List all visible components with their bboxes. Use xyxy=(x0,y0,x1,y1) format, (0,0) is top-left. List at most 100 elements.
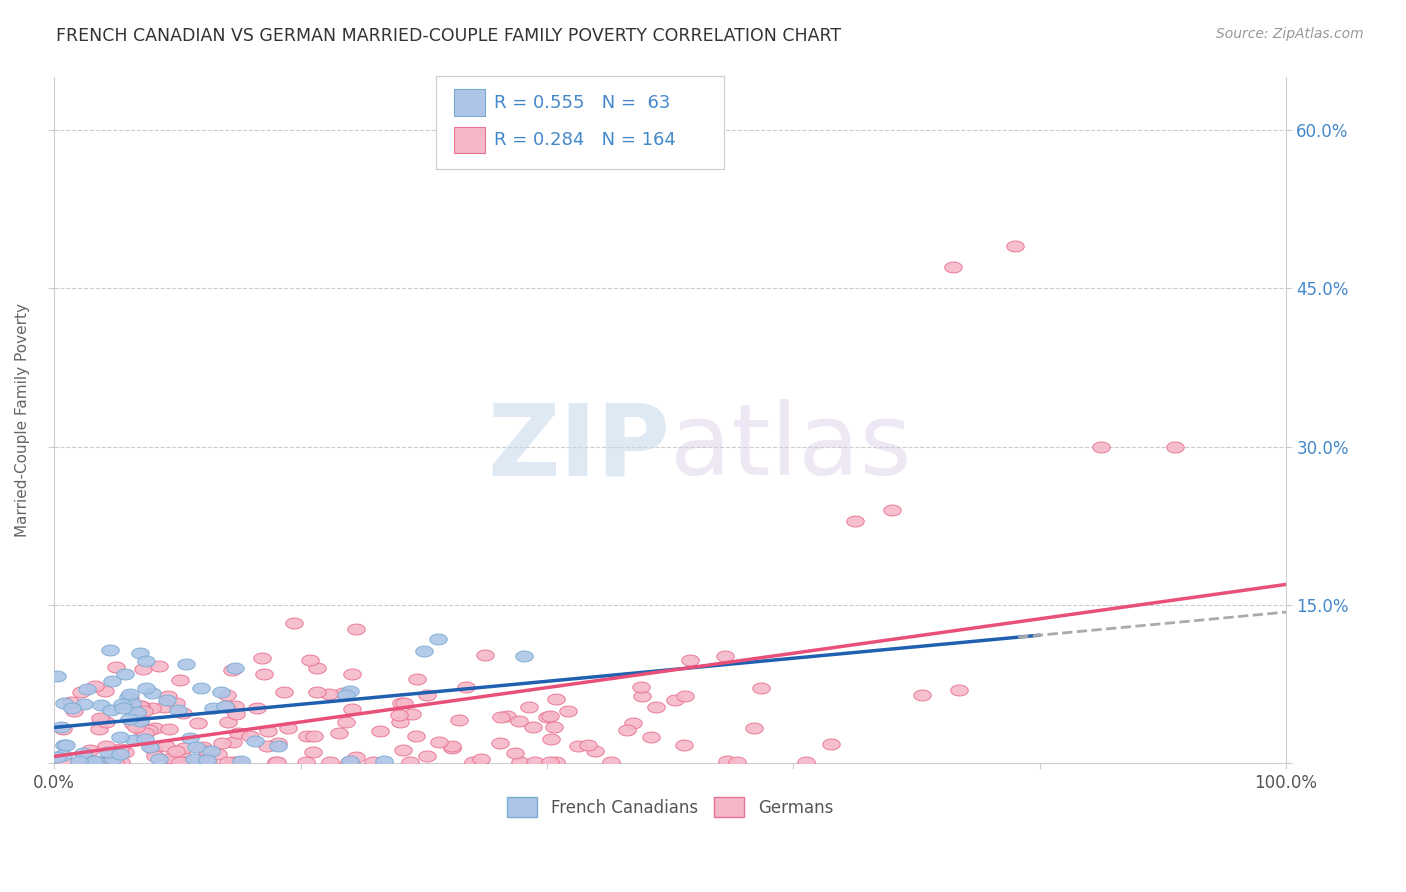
Point xyxy=(135,681,157,695)
Point xyxy=(90,714,112,728)
Point xyxy=(197,755,219,769)
Point xyxy=(97,745,120,759)
Point xyxy=(645,700,668,714)
Point xyxy=(221,663,243,677)
Point xyxy=(121,696,143,710)
Point xyxy=(69,755,91,769)
Point xyxy=(820,737,842,751)
Point xyxy=(224,661,246,675)
Point xyxy=(416,749,439,764)
Point xyxy=(132,704,155,718)
Point xyxy=(557,704,579,718)
Point xyxy=(53,696,76,710)
Point xyxy=(368,724,391,739)
Point xyxy=(948,683,970,698)
Point xyxy=(544,755,567,769)
Point xyxy=(388,707,411,722)
Point xyxy=(76,681,98,696)
Point xyxy=(1004,239,1026,253)
Point xyxy=(224,699,246,714)
Point xyxy=(253,666,276,681)
Point xyxy=(295,755,318,769)
Point xyxy=(226,755,249,769)
Point xyxy=(60,695,83,709)
Point xyxy=(132,662,155,676)
Text: atlas: atlas xyxy=(671,400,911,496)
Point xyxy=(201,701,224,715)
Point xyxy=(406,673,429,687)
Point xyxy=(427,735,450,749)
Point xyxy=(100,642,122,657)
Point xyxy=(630,689,652,703)
Point xyxy=(243,734,266,748)
Point xyxy=(544,691,567,706)
Point xyxy=(283,615,305,630)
Point xyxy=(716,754,738,768)
Point xyxy=(94,755,117,769)
Point xyxy=(474,648,496,662)
Point xyxy=(496,708,519,723)
Point xyxy=(273,685,295,699)
Point xyxy=(103,751,125,765)
Point xyxy=(405,730,427,744)
Text: FRENCH CANADIAN VS GERMAN MARRIED-COUPLE FAMILY POVERTY CORRELATION CHART: FRENCH CANADIAN VS GERMAN MARRIED-COUPLE… xyxy=(56,27,841,45)
Point xyxy=(332,686,354,700)
Point xyxy=(246,701,269,715)
Point xyxy=(134,726,156,740)
Point xyxy=(328,725,350,739)
Point xyxy=(49,720,72,734)
Point xyxy=(194,750,217,764)
Point xyxy=(62,704,84,718)
Point xyxy=(266,755,288,769)
Point xyxy=(749,681,772,695)
Y-axis label: Married-Couple Family Poverty: Married-Couple Family Poverty xyxy=(15,303,30,537)
Point xyxy=(129,646,152,660)
Point xyxy=(911,688,934,702)
Point xyxy=(509,755,531,769)
Point xyxy=(110,755,132,769)
Point xyxy=(131,699,153,714)
Point xyxy=(623,715,645,730)
Point xyxy=(127,705,149,719)
Point xyxy=(361,755,384,769)
Point xyxy=(157,689,180,703)
Point xyxy=(55,738,77,752)
Point xyxy=(132,726,155,740)
Point xyxy=(174,657,197,672)
Point xyxy=(267,736,290,750)
Point xyxy=(117,712,139,726)
Point xyxy=(257,723,280,738)
Point xyxy=(344,622,367,636)
Point xyxy=(157,722,180,736)
Point xyxy=(398,755,420,769)
Point xyxy=(461,755,484,769)
Point xyxy=(134,731,156,746)
Point xyxy=(142,742,165,756)
Point xyxy=(80,755,103,769)
Point xyxy=(169,755,191,769)
Point xyxy=(52,738,75,752)
Point xyxy=(83,679,105,693)
Point xyxy=(195,744,218,758)
Point xyxy=(129,703,152,717)
Point xyxy=(70,685,93,699)
Point xyxy=(173,755,195,769)
Legend: French Canadians, Germans: French Canadians, Germans xyxy=(501,791,839,823)
Text: Source: ZipAtlas.com: Source: ZipAtlas.com xyxy=(1216,27,1364,41)
Point xyxy=(94,739,117,753)
Point xyxy=(138,740,160,755)
Point xyxy=(104,755,127,769)
Point xyxy=(640,730,662,744)
Point xyxy=(84,754,107,768)
Point xyxy=(184,739,207,754)
Point xyxy=(441,740,464,755)
Point xyxy=(302,729,325,743)
Point xyxy=(179,731,201,745)
Point xyxy=(942,260,965,275)
Point xyxy=(470,752,492,766)
Point xyxy=(96,755,118,769)
Point xyxy=(118,691,141,706)
Point xyxy=(392,696,415,710)
Point xyxy=(167,703,190,717)
Point xyxy=(60,701,83,715)
